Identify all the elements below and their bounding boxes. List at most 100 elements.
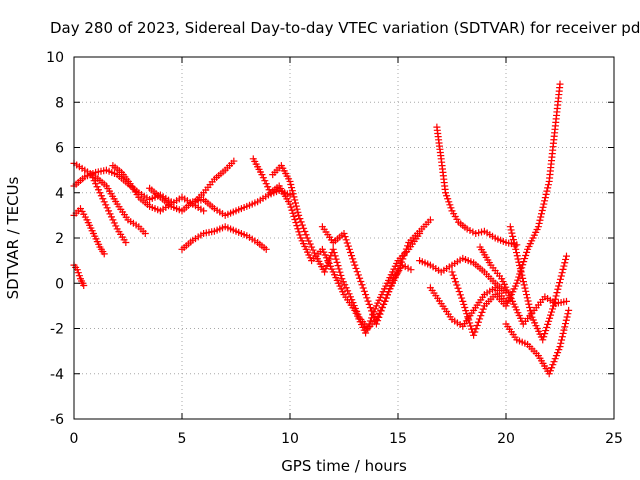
data-point: [548, 308, 556, 316]
data-point: [551, 295, 559, 303]
data-point: [544, 181, 552, 189]
data-point: [288, 206, 296, 214]
data-point: [509, 232, 517, 240]
data-point: [464, 313, 472, 321]
data-point: [324, 258, 332, 266]
data-point: [561, 259, 569, 267]
y-tick-label: 6: [55, 141, 64, 157]
data-point: [291, 215, 299, 223]
data-point: [80, 282, 88, 290]
data-point: [555, 282, 563, 290]
data-point: [107, 213, 115, 221]
data-point: [345, 290, 353, 298]
data-point: [511, 242, 519, 250]
data-point: [297, 218, 305, 226]
data-point: [109, 216, 117, 224]
data-point: [449, 271, 457, 279]
data-point: [513, 252, 521, 260]
data-point: [535, 219, 543, 227]
data-point: [258, 171, 266, 179]
series-pass-e: [87, 171, 130, 247]
data-point: [556, 279, 564, 287]
data-point: [102, 201, 110, 209]
data-point: [450, 274, 458, 282]
data-point: [544, 184, 552, 192]
data-point: [561, 323, 569, 331]
data-point: [362, 291, 370, 299]
data-point: [112, 222, 120, 230]
data-point: [362, 329, 370, 337]
data-point: [557, 272, 565, 280]
data-point: [516, 265, 524, 273]
series-pass-f: [109, 162, 208, 215]
data-point: [477, 312, 485, 320]
data-point: [346, 248, 354, 256]
data-point: [540, 200, 548, 208]
data-point: [286, 200, 294, 208]
data-point: [562, 297, 570, 305]
data-point: [371, 305, 379, 313]
data-point: [400, 252, 408, 260]
data-point: [365, 300, 373, 308]
x-axis-label: GPS time / hours: [281, 457, 407, 475]
data-point: [461, 304, 469, 312]
data-point: [401, 248, 409, 256]
y-tick-label: 2: [55, 231, 64, 247]
data-point: [404, 242, 412, 250]
data-point: [509, 236, 517, 244]
data-point: [89, 174, 97, 182]
data-point: [447, 204, 455, 212]
data-point: [549, 305, 557, 313]
data-point: [100, 250, 108, 258]
data-point: [549, 361, 557, 369]
data-point: [476, 315, 484, 323]
data-point: [329, 245, 337, 253]
data-point: [474, 318, 482, 326]
data-point: [264, 183, 272, 191]
series-pass-r: [506, 223, 570, 344]
data-point: [293, 205, 301, 213]
data-point: [443, 192, 451, 200]
data-point: [554, 349, 562, 357]
data-point: [541, 194, 549, 202]
data-point: [537, 213, 545, 221]
data-point: [100, 198, 108, 206]
data-point: [559, 329, 567, 337]
data-point: [322, 265, 330, 273]
data-point: [560, 262, 568, 270]
data-point: [539, 336, 547, 344]
data-point: [515, 258, 523, 266]
data-point: [351, 261, 359, 269]
data-point: [295, 228, 303, 236]
data-point: [467, 322, 475, 330]
data-point: [325, 255, 333, 263]
data-point: [560, 326, 568, 334]
data-point: [563, 313, 571, 321]
data-point: [300, 224, 308, 232]
data-point: [303, 234, 311, 242]
series-pass-l: [318, 216, 434, 328]
data-point: [382, 294, 390, 302]
data-point: [462, 307, 470, 315]
data-point: [338, 275, 346, 283]
data-point: [555, 346, 563, 354]
data-point: [336, 268, 344, 276]
data-point: [426, 216, 434, 224]
data-point: [557, 339, 565, 347]
data-point: [394, 268, 402, 276]
series-pass-p: [448, 80, 564, 339]
data-point: [552, 352, 560, 360]
data-point: [512, 249, 520, 257]
data-point: [289, 190, 297, 198]
series-pass-k: [269, 162, 415, 332]
data-point: [287, 203, 295, 211]
data-point: [524, 297, 532, 305]
data-point: [459, 297, 467, 305]
data-point: [473, 321, 481, 329]
data-point: [407, 266, 415, 274]
data-point: [518, 271, 526, 279]
data-point: [381, 297, 389, 305]
data-point: [353, 268, 361, 276]
data-point: [465, 316, 473, 324]
